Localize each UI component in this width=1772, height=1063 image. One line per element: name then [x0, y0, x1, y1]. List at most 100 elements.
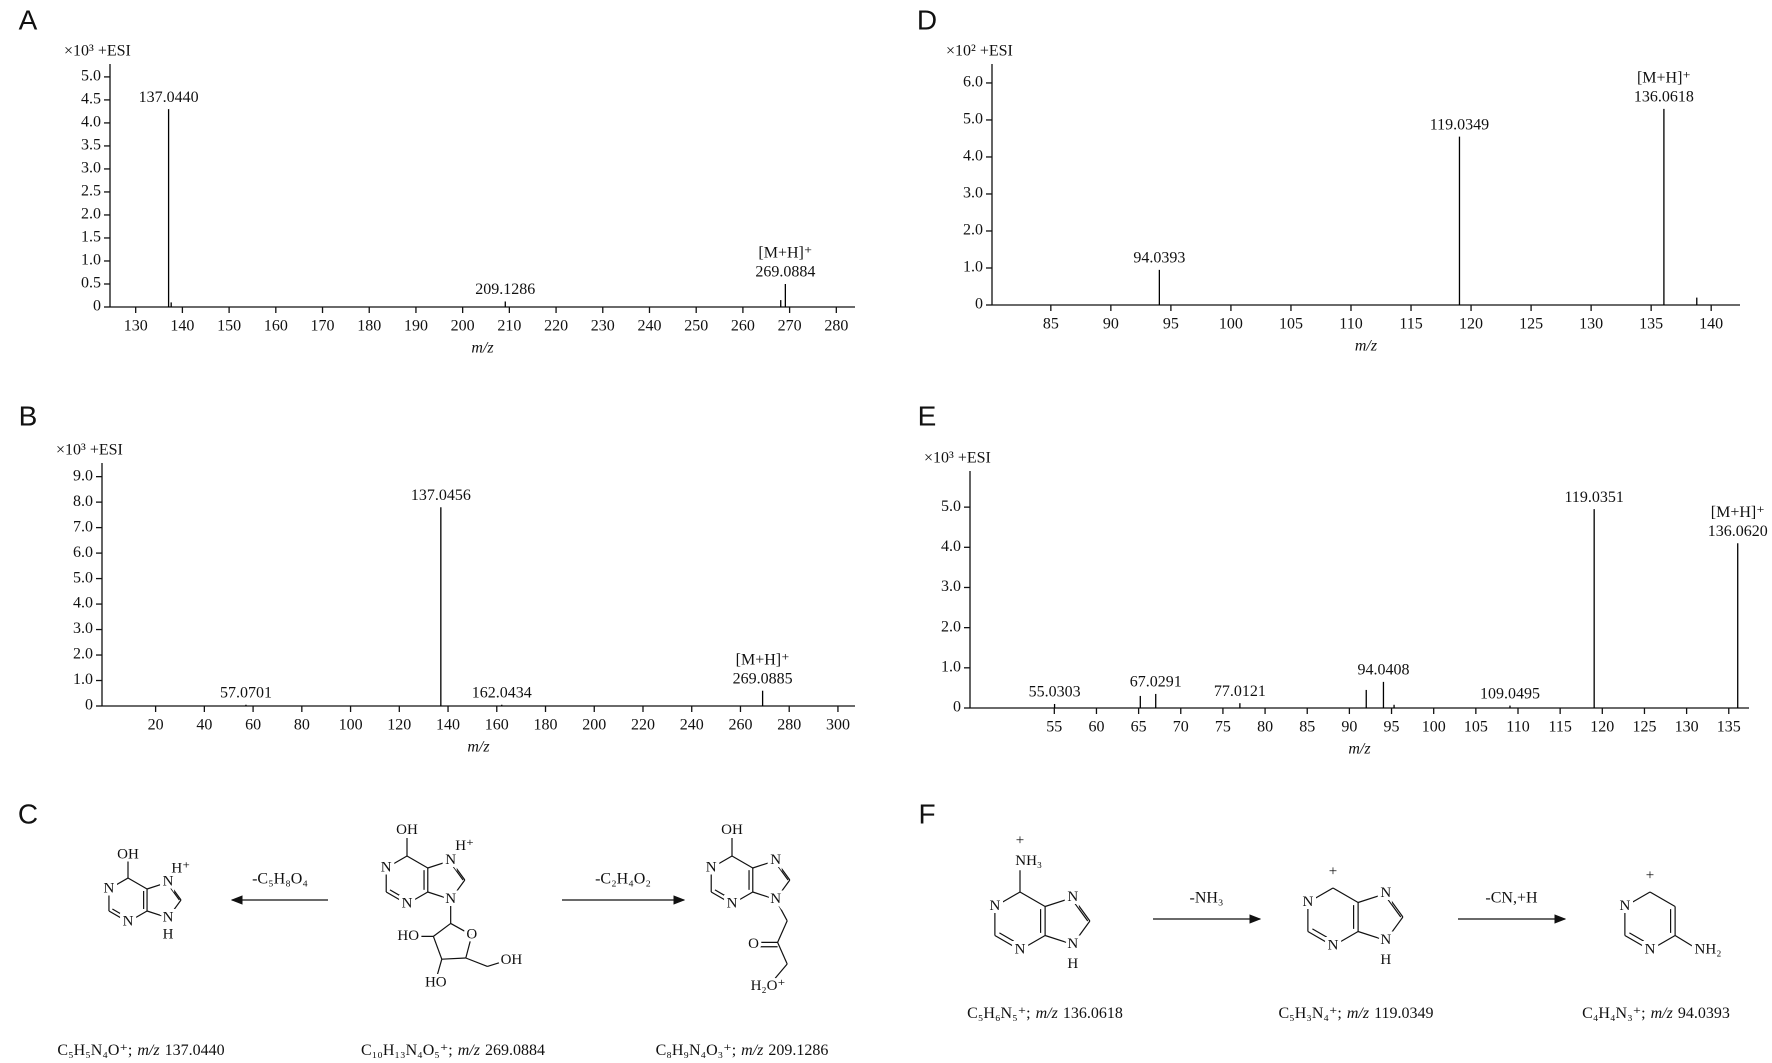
x-tick-label: 60	[245, 717, 261, 734]
x-tick-label: 150	[217, 318, 241, 335]
atom-label: +	[1329, 863, 1337, 879]
atom-label: N	[402, 895, 413, 911]
bond	[1649, 891, 1676, 908]
bond	[752, 859, 776, 869]
bond	[1385, 893, 1404, 918]
bond	[450, 922, 473, 936]
atom-label: H	[163, 927, 174, 943]
atom-label: +	[1646, 867, 1654, 883]
x-tick-label: 130	[1579, 316, 1603, 333]
x-tick-label: 70	[1173, 719, 1189, 736]
bond	[994, 934, 1021, 951]
x-tick-label: 105	[1464, 719, 1488, 736]
atom-label: N	[1645, 941, 1656, 957]
y-tick-label: 0	[85, 697, 93, 714]
x-tick-label: 95	[1163, 316, 1179, 333]
x-tick-label: 100	[1422, 719, 1446, 736]
x-tick-label: 260	[731, 318, 755, 335]
x-tick-label: 110	[1339, 316, 1362, 333]
x-tick-label: 180	[357, 318, 381, 335]
x-tick-label: 250	[684, 318, 708, 335]
ion-label: [M+H]⁺	[736, 651, 790, 668]
bond	[777, 920, 788, 943]
bond	[1674, 934, 1697, 950]
panel-letter: F	[918, 798, 935, 829]
bond	[487, 961, 504, 967]
x-tick-label: 140	[170, 318, 194, 335]
double-bond	[1073, 901, 1089, 922]
bond	[1332, 887, 1359, 904]
atom-label: H⁺	[171, 861, 190, 877]
bond	[773, 963, 788, 980]
y-tick-label: 1.0	[941, 658, 961, 675]
panel-letter: C	[18, 798, 38, 829]
bond	[436, 959, 443, 977]
y-tick-label: 1.0	[81, 252, 101, 269]
bond	[1357, 930, 1386, 942]
peak-label: 162.0434	[472, 684, 532, 701]
x-tick-label: 135	[1639, 316, 1663, 333]
atom-label: N	[770, 891, 781, 907]
bond	[146, 910, 169, 919]
x-axis-label: m/z	[1355, 338, 1378, 355]
x-tick-label: 65	[1131, 719, 1147, 736]
formula: C₁₀H₁₃N₄O₅⁺;	[361, 1042, 453, 1059]
atom-label: H⁺	[455, 838, 474, 854]
atom-label: OH	[721, 822, 743, 838]
bond	[167, 899, 182, 919]
caption: C₅H₆N₅⁺; m/z 136.0618	[967, 1005, 1123, 1022]
bond	[731, 891, 754, 905]
caption: C₈H₉N₄O₃⁺; m/z 209.1286	[656, 1042, 829, 1059]
peak-label: 119.0349	[1430, 116, 1489, 133]
bond	[752, 891, 776, 901]
caption: C₄H₄N₃⁺; m/z 94.0393	[1582, 1005, 1730, 1022]
bond	[1044, 896, 1073, 908]
x-tick-label: 270	[778, 318, 802, 335]
x-tick-label: 240	[637, 318, 661, 335]
mz: 136.0618	[1063, 1005, 1123, 1022]
atom-label: HO	[397, 928, 419, 944]
y-tick-label: 3.5	[81, 137, 101, 154]
mz: 119.0349	[1374, 1005, 1433, 1022]
double-bond	[1629, 932, 1651, 946]
panel-letter: A	[19, 4, 38, 35]
peak-label: 77.0121	[1214, 683, 1266, 700]
y-tick-label: 4.0	[963, 148, 983, 165]
mz-prefix: m/z	[137, 1042, 160, 1059]
x-tick-label: 80	[1257, 719, 1273, 736]
peak-label: 137.0456	[411, 487, 471, 504]
atom-label: HO	[425, 975, 447, 991]
mz-prefix: m/z	[1347, 1005, 1370, 1022]
y-tick-label: 3.0	[941, 578, 961, 595]
mz: 269.0884	[485, 1042, 545, 1059]
bond	[775, 879, 791, 900]
atom-label: O	[748, 936, 759, 952]
x-tick-label: 95	[1384, 719, 1400, 736]
y-scale-label: ×10³ +ESI	[924, 450, 991, 467]
x-tick-label: 55	[1046, 719, 1062, 736]
bond	[127, 910, 148, 923]
y-tick-label: 2.0	[941, 618, 961, 635]
y-tick-label: 2.5	[81, 183, 101, 200]
bond	[1019, 891, 1046, 908]
bond	[427, 859, 451, 869]
peak-label: 94.0408	[1357, 662, 1409, 679]
atom-label: OH	[501, 952, 523, 968]
formula: C₄H₄N₃⁺;	[1582, 1005, 1645, 1022]
bond	[108, 877, 129, 890]
x-tick-label: 135	[1717, 719, 1741, 736]
bond	[731, 855, 754, 869]
x-axis-label: m/z	[1348, 741, 1371, 758]
atom-label: H	[1067, 956, 1078, 972]
atom-label: +	[1016, 833, 1024, 849]
atom-label: N	[989, 898, 1000, 914]
peak-label: 209.1286	[475, 281, 535, 298]
caption: C₅H₅N₄O⁺; m/z 137.0440	[57, 1042, 224, 1059]
atom-label: NH₂	[1695, 941, 1722, 957]
x-tick-label: 100	[339, 717, 363, 734]
bond	[775, 899, 788, 922]
x-tick-label: 200	[582, 717, 606, 734]
atom-label: N	[1619, 898, 1630, 914]
atom-label: N	[1380, 932, 1391, 948]
